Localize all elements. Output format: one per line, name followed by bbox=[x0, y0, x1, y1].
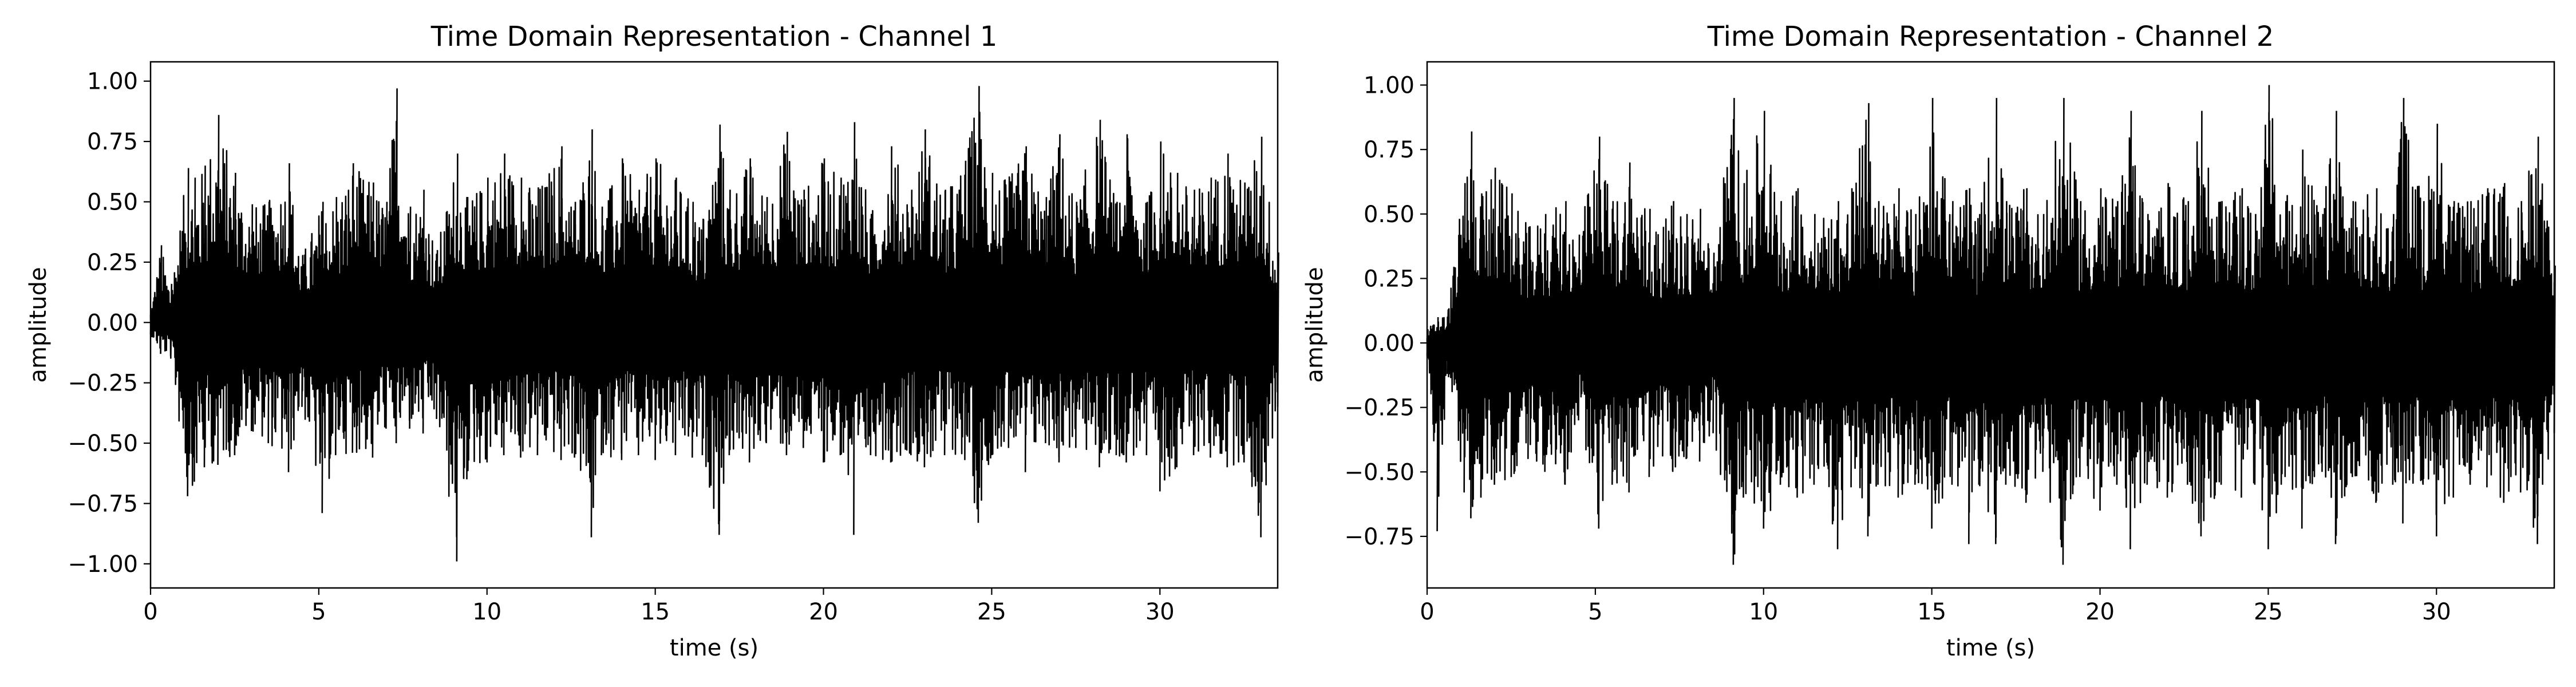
x-tick-label: 25 bbox=[2254, 599, 2283, 625]
y-tick-label: 0.75 bbox=[87, 129, 138, 155]
plot-frame bbox=[149, 61, 1279, 589]
x-tick-label: 5 bbox=[1588, 599, 1602, 625]
y-tick-label: 0.75 bbox=[1364, 137, 1415, 163]
x-tick-label: 30 bbox=[2422, 599, 2451, 625]
x-tick-label: 30 bbox=[1145, 599, 1175, 625]
x-tick-label: 5 bbox=[311, 599, 326, 625]
x-tick-label: 20 bbox=[2085, 599, 2115, 625]
y-tick-label: 1.00 bbox=[87, 69, 138, 95]
y-tick-label: 1.00 bbox=[1364, 73, 1415, 99]
x-axis-label: time (s) bbox=[670, 635, 758, 661]
x-tick-label: 15 bbox=[1917, 599, 1946, 625]
x-tick-label: 0 bbox=[1420, 599, 1434, 625]
y-axis-label: amplitude bbox=[1302, 267, 1328, 382]
x-axis-label: time (s) bbox=[1946, 635, 2035, 661]
x-tick-label: 15 bbox=[641, 599, 670, 625]
plot-frame bbox=[1426, 61, 2555, 589]
x-tick-label: 20 bbox=[809, 599, 838, 625]
y-tick-label: 0.00 bbox=[87, 310, 138, 336]
y-axis-label: amplitude bbox=[25, 267, 52, 382]
chart-panel-2: 0 5 10 15 20 25 30 1.00 0.75 0.50 0.25 0.00 −0.25 −0.… bbox=[1302, 21, 2556, 661]
chart-title: Time Domain Representation - Channel 1 bbox=[430, 21, 997, 53]
y-tick-label: 0.50 bbox=[1364, 202, 1415, 228]
x-tick-label: 0 bbox=[143, 599, 157, 625]
waveform-series bbox=[1426, 85, 2556, 565]
x-tick-label: 10 bbox=[472, 599, 501, 625]
waveform-series bbox=[149, 86, 1279, 562]
y-tick-label: −1.00 bbox=[68, 551, 138, 578]
y-tick-label: −0.50 bbox=[68, 431, 138, 457]
y-tick-label: 0.25 bbox=[1364, 266, 1415, 292]
y-tick-label: 0.00 bbox=[1364, 330, 1415, 357]
y-tick-label: 0.50 bbox=[87, 189, 138, 216]
y-tick-label: −0.25 bbox=[1344, 395, 1415, 421]
x-tick-label: 10 bbox=[1749, 599, 1778, 625]
x-tick-label: 25 bbox=[977, 599, 1006, 625]
y-tick-label: 0.25 bbox=[87, 250, 138, 276]
y-tick-label: −0.50 bbox=[1344, 459, 1415, 485]
y-tick-label: −0.75 bbox=[68, 491, 138, 517]
y-tick-label: −0.75 bbox=[1344, 524, 1415, 550]
chart-panel-1: 0 5 10 15 20 25 30 1.00 0.75 0.50 0.25 0.00 −0.25 −0.… bbox=[25, 21, 1279, 661]
y-tick-label: −0.25 bbox=[68, 370, 138, 397]
chart-title: Time Domain Representation - Channel 2 bbox=[1707, 21, 2274, 53]
